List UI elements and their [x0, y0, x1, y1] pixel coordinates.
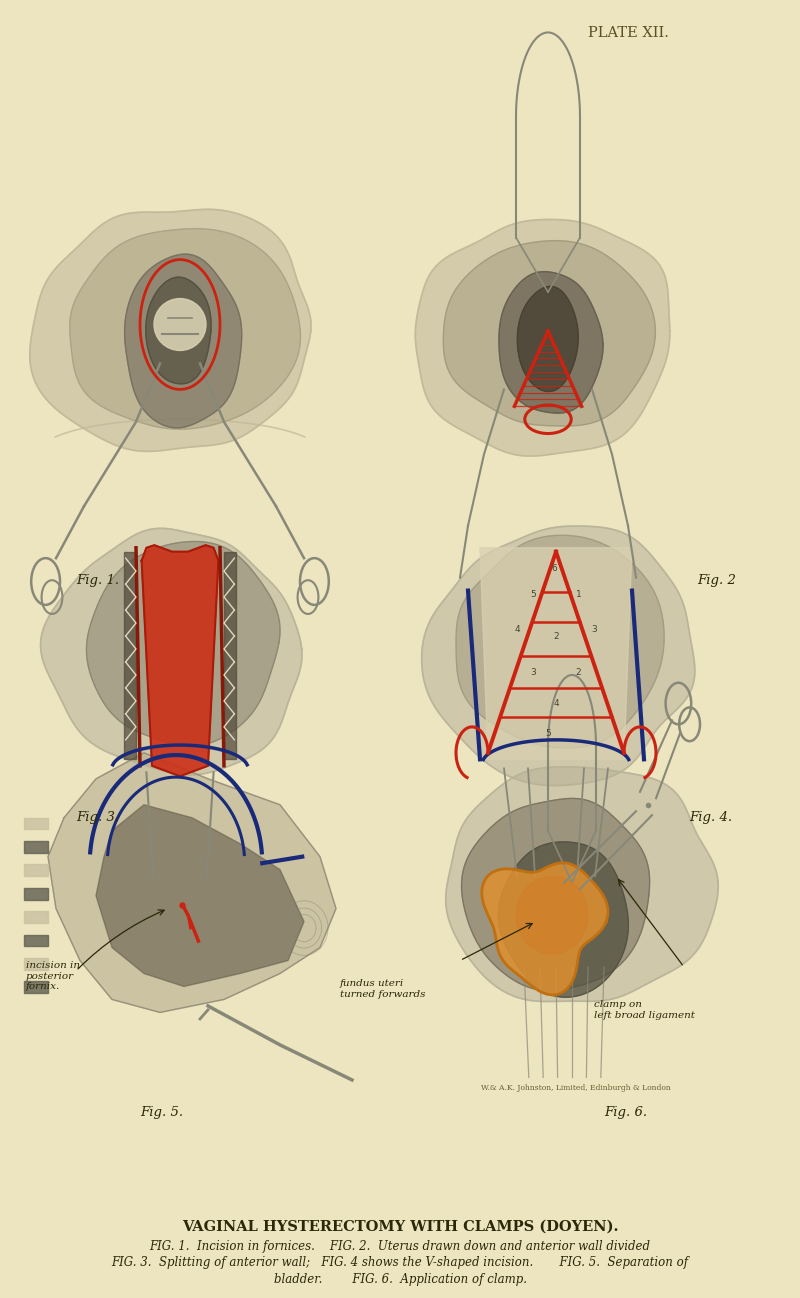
- Text: 6: 6: [551, 565, 558, 572]
- Polygon shape: [124, 552, 136, 759]
- Bar: [24, 958, 48, 970]
- Text: Fig. 4.: Fig. 4.: [690, 811, 733, 824]
- Text: 5: 5: [530, 591, 537, 598]
- Polygon shape: [70, 228, 301, 430]
- Text: Fig. 6.: Fig. 6.: [604, 1106, 647, 1119]
- Text: 2: 2: [553, 632, 559, 640]
- Polygon shape: [86, 541, 280, 746]
- Polygon shape: [146, 278, 211, 384]
- Polygon shape: [142, 545, 218, 776]
- Text: 2: 2: [575, 668, 582, 676]
- Polygon shape: [48, 753, 336, 1012]
- Text: Fig. 3.: Fig. 3.: [76, 811, 119, 824]
- Polygon shape: [443, 240, 655, 426]
- Text: 5: 5: [545, 729, 551, 737]
- Polygon shape: [224, 552, 236, 759]
- Text: 4: 4: [553, 700, 559, 707]
- Polygon shape: [30, 209, 311, 452]
- Polygon shape: [125, 254, 242, 428]
- Polygon shape: [498, 842, 628, 997]
- Polygon shape: [415, 219, 670, 456]
- Bar: [24, 841, 48, 853]
- Polygon shape: [446, 767, 718, 1002]
- Bar: [24, 864, 48, 876]
- Polygon shape: [499, 271, 603, 413]
- Text: 1: 1: [575, 591, 582, 598]
- Text: Fig. 1.: Fig. 1.: [76, 574, 119, 587]
- Text: VAGINAL HYSTERECTOMY WITH CLAMPS (DOYEN).: VAGINAL HYSTERECTOMY WITH CLAMPS (DOYEN)…: [182, 1220, 618, 1233]
- Text: bladder.        FIG. 6.  Application of clamp.: bladder. FIG. 6. Application of clamp.: [274, 1273, 526, 1286]
- Text: 4: 4: [514, 626, 521, 633]
- Text: clamp on
left broad ligament: clamp on left broad ligament: [594, 1001, 694, 1019]
- Polygon shape: [462, 798, 650, 990]
- Text: FIG. 3.  Splitting of anterior wall;   FIG. 4 shows the V-shaped incision.      : FIG. 3. Splitting of anterior wall; FIG.…: [111, 1256, 689, 1269]
- Polygon shape: [518, 287, 578, 392]
- Polygon shape: [480, 548, 632, 759]
- Text: PLATE XII.: PLATE XII.: [588, 26, 669, 40]
- Text: Fig. 5.: Fig. 5.: [140, 1106, 183, 1119]
- Text: fundus uteri
turned forwards: fundus uteri turned forwards: [340, 980, 426, 998]
- Text: FIG. 1.  Incision in fornices.    FIG. 2.  Uterus drawn down and anterior wall d: FIG. 1. Incision in fornices. FIG. 2. Ut…: [150, 1240, 650, 1253]
- Text: W.& A.K. Johnston, Limited, Edinburgh & London: W.& A.K. Johnston, Limited, Edinburgh & …: [481, 1084, 671, 1092]
- Polygon shape: [516, 876, 588, 954]
- Polygon shape: [482, 863, 608, 994]
- Bar: [24, 911, 48, 923]
- Bar: [24, 888, 48, 900]
- Bar: [24, 935, 48, 946]
- Text: 3: 3: [530, 668, 537, 676]
- Polygon shape: [422, 526, 695, 785]
- Polygon shape: [41, 528, 302, 775]
- Polygon shape: [456, 535, 664, 748]
- Text: Fig. 2: Fig. 2: [698, 574, 737, 587]
- Bar: [24, 818, 48, 829]
- Text: incision in
posterior
fornix.: incision in posterior fornix.: [26, 962, 79, 990]
- Ellipse shape: [154, 299, 206, 350]
- Bar: [24, 981, 48, 993]
- Polygon shape: [96, 805, 304, 986]
- Text: 3: 3: [591, 626, 598, 633]
